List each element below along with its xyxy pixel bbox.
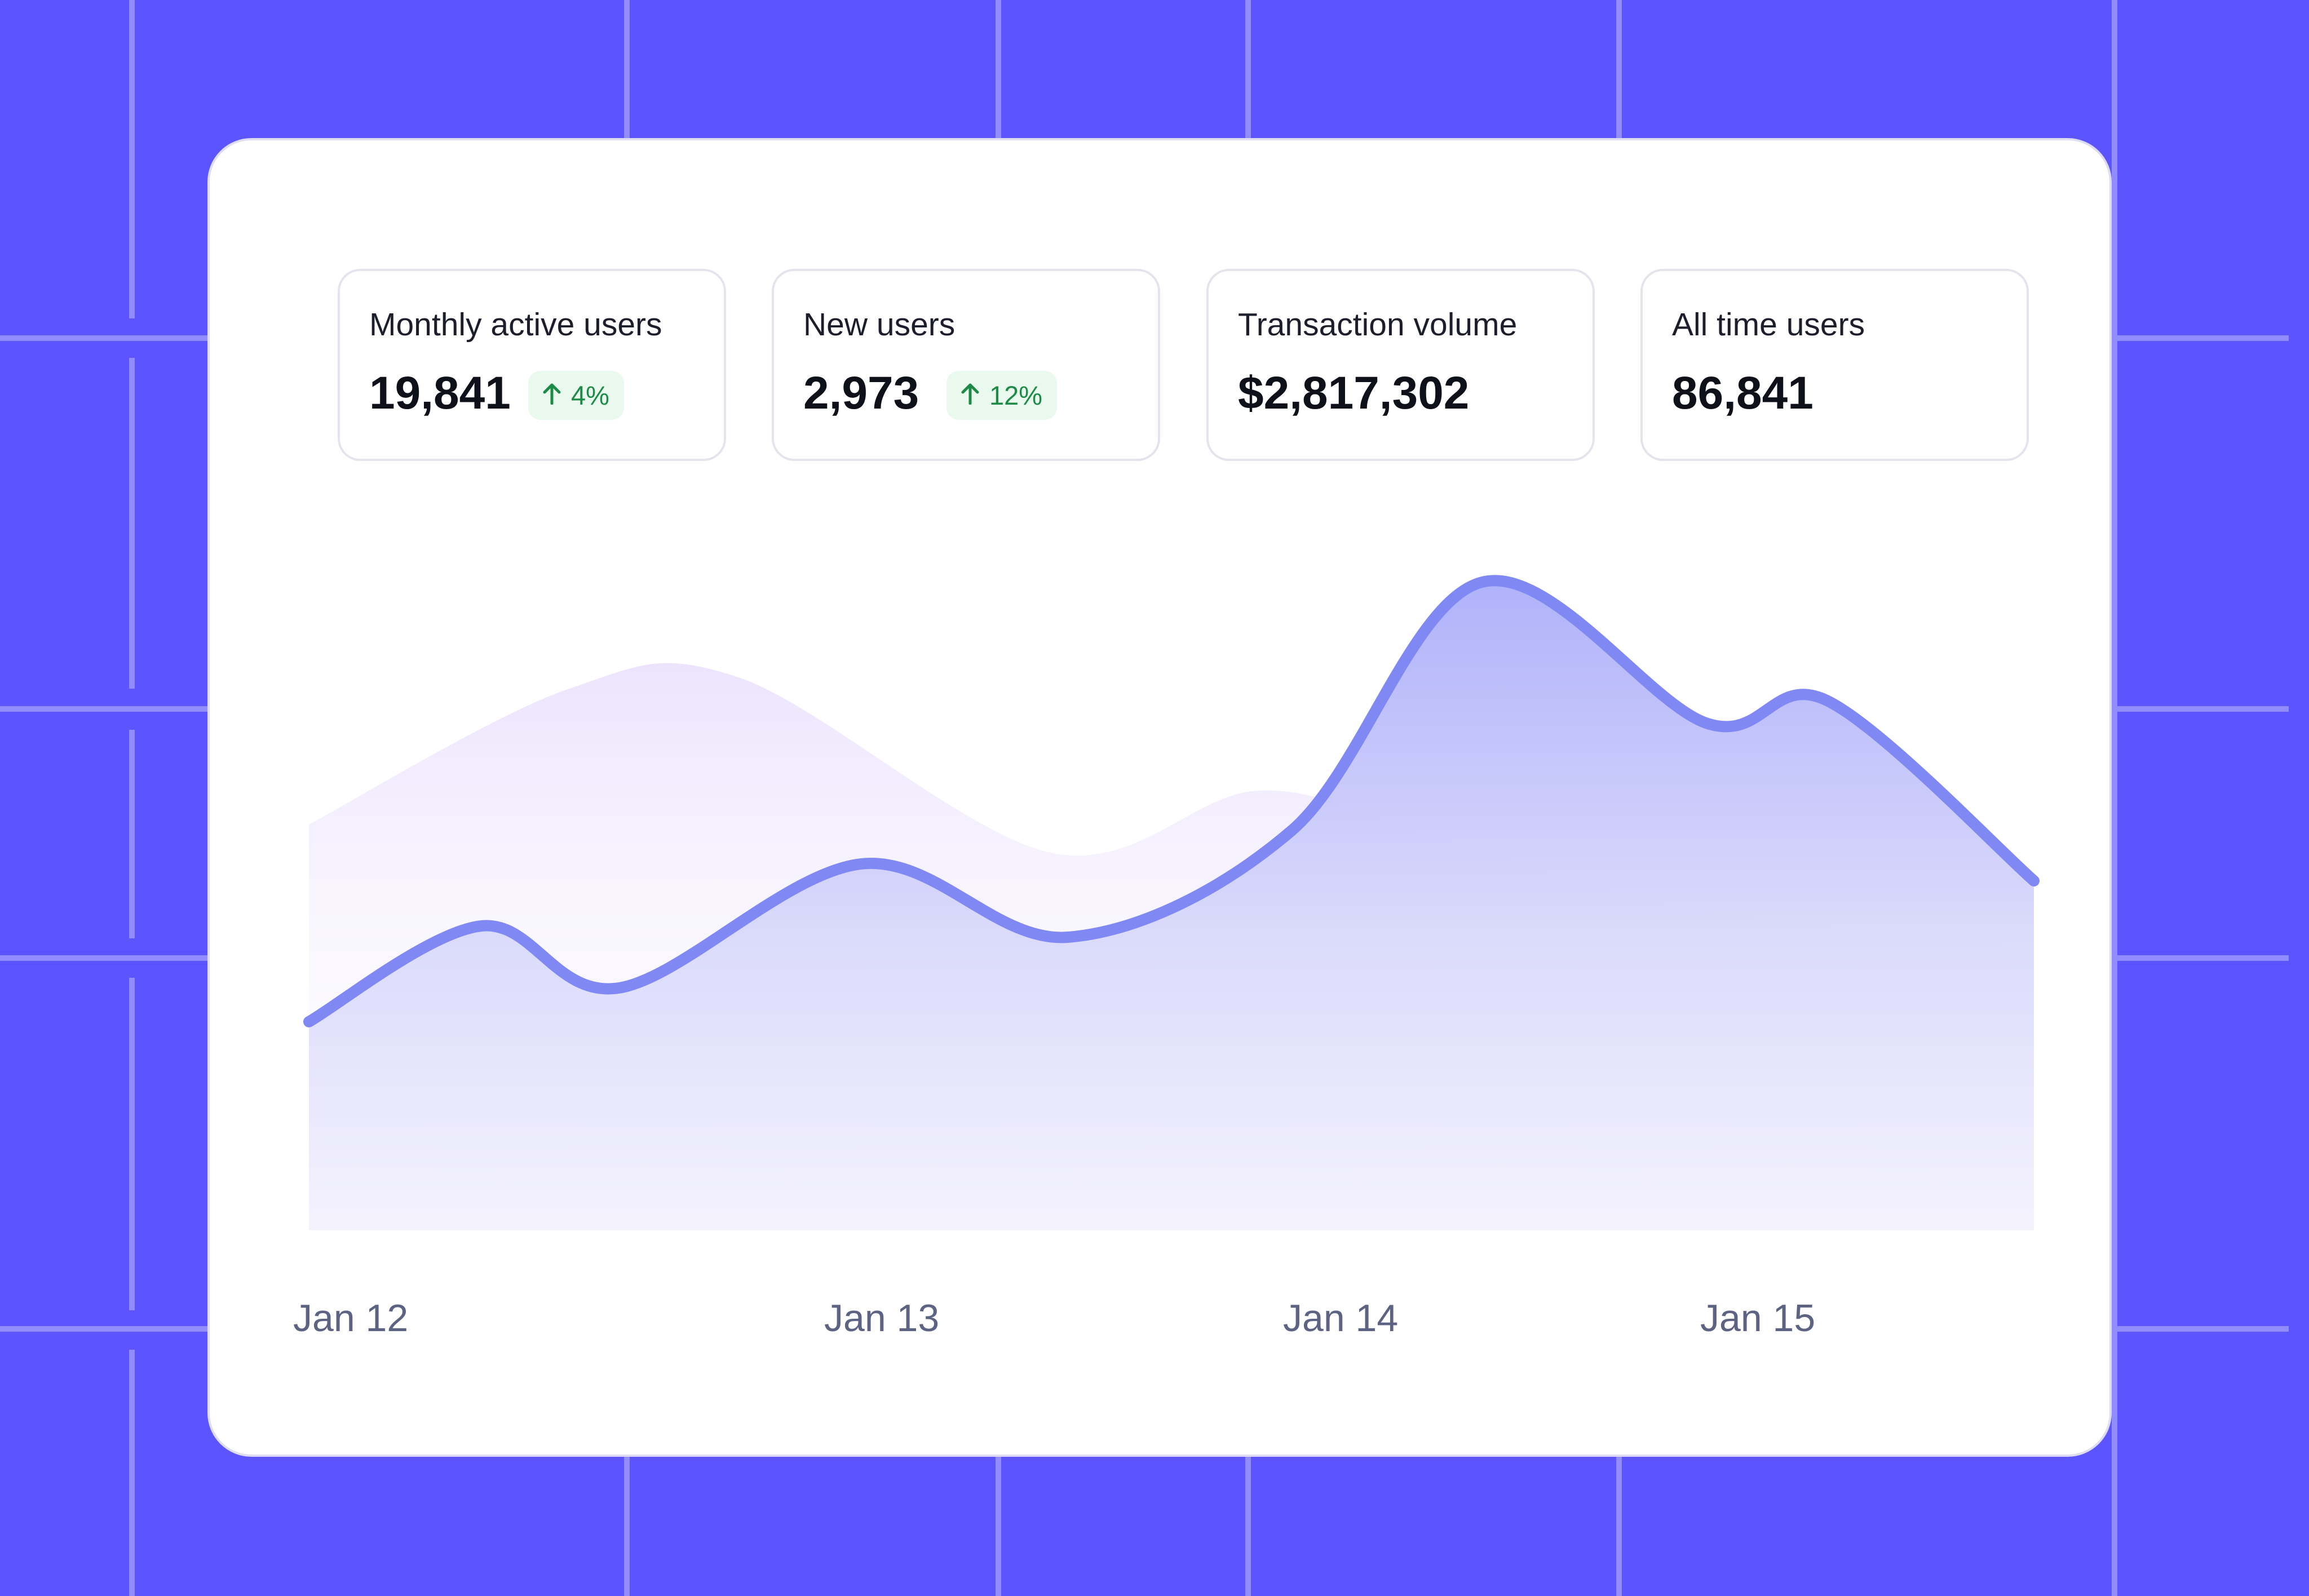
- stat-card-transaction-volume: Transaction volume $2,817,302: [1206, 269, 1595, 461]
- primary-series-area: [309, 580, 2034, 1230]
- stat-label: All time users: [1672, 307, 1865, 343]
- stat-value: 19,841: [369, 367, 511, 419]
- stat-card-all-time-users: All time users 86,841: [1640, 269, 2029, 461]
- x-tick-label: Jan 12: [293, 1297, 409, 1340]
- stat-card-monthly-active-users: Monthly active users 19,841 4%: [338, 269, 726, 461]
- x-tick-label: Jan 14: [1283, 1297, 1399, 1340]
- change-badge: 4%: [528, 371, 624, 420]
- stat-label: Transaction volume: [1238, 307, 1518, 343]
- x-tick-label: Jan 13: [824, 1297, 940, 1340]
- change-value: 12%: [989, 380, 1043, 410]
- arrow-up-icon: [961, 380, 979, 411]
- change-badge: 12%: [946, 371, 1058, 420]
- x-tick-label: Jan 15: [1700, 1297, 1816, 1340]
- arrow-up-icon: [543, 380, 561, 411]
- stat-label: Monthly active users: [369, 307, 662, 343]
- stat-value: $2,817,302: [1238, 367, 1470, 419]
- primary-series-line: [303, 575, 2040, 1027]
- stat-card-new-users: New users 2,973 12%: [772, 269, 1160, 461]
- stat-label: New users: [803, 307, 956, 343]
- stat-value: 2,973: [803, 367, 919, 419]
- stat-value: 86,841: [1672, 367, 1813, 419]
- change-value: 4%: [571, 380, 609, 410]
